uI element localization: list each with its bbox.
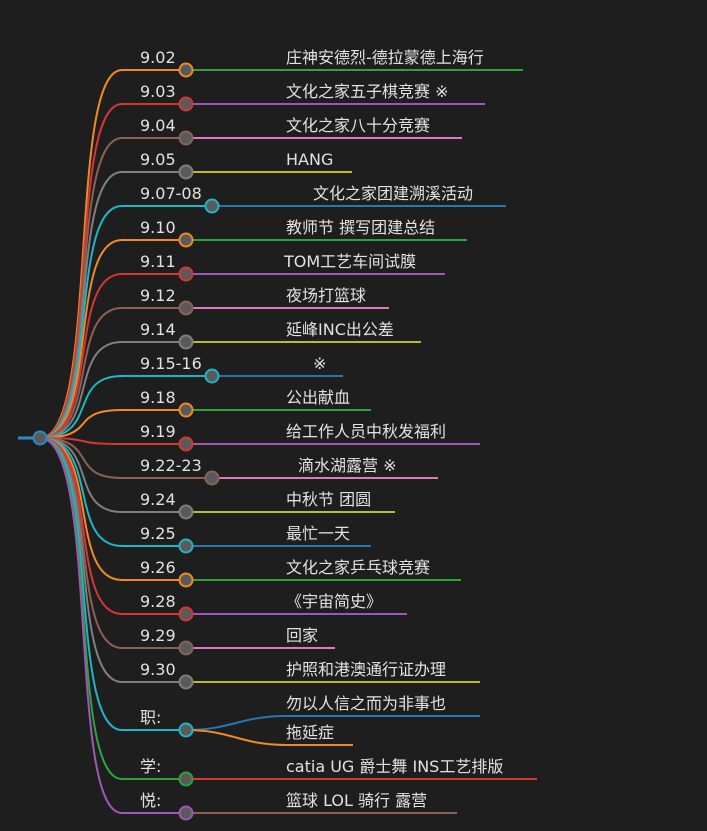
- branch-connector: [39, 437, 123, 814]
- branch-node[interactable]: [178, 572, 194, 588]
- branch-connector: [39, 437, 123, 547]
- branch-node[interactable]: [178, 722, 194, 738]
- child-topic-label[interactable]: 中秋节 团圆: [286, 490, 372, 509]
- branch-node[interactable]: [178, 674, 194, 690]
- branch-label[interactable]: 9.15-16: [140, 354, 202, 373]
- branch-node[interactable]: [178, 538, 194, 554]
- child-topic-label[interactable]: 教师节 撰写团建总结: [286, 218, 436, 237]
- branch-label[interactable]: 9.29: [140, 626, 176, 645]
- branch-node[interactable]: [178, 805, 194, 821]
- branch-connector: [39, 437, 123, 513]
- branch-node[interactable]: [178, 130, 194, 146]
- child-topic-label[interactable]: TOM工艺车间试膜: [284, 252, 417, 271]
- branch-node[interactable]: [178, 266, 194, 282]
- branch-label[interactable]: 9.18: [140, 388, 176, 407]
- child-topic-label[interactable]: 《宇宙简史》: [286, 592, 383, 611]
- branch-connector: [39, 273, 123, 439]
- branch-connector: [39, 205, 123, 439]
- branch-label[interactable]: 9.26: [140, 558, 176, 577]
- branch-label[interactable]: 9.12: [140, 286, 176, 305]
- branch-label[interactable]: 悦:: [140, 791, 162, 810]
- branch-label[interactable]: 9.04: [140, 116, 176, 135]
- branch-node[interactable]: [204, 198, 220, 214]
- child-topic-label[interactable]: 给工作人员中秋发福利: [286, 422, 447, 441]
- child-topic-label[interactable]: 最忙一天: [286, 524, 351, 543]
- child-topic-label[interactable]: 拖延症: [286, 723, 335, 742]
- branch-node[interactable]: [178, 300, 194, 316]
- branch-label[interactable]: 9.05: [140, 150, 176, 169]
- branch-node[interactable]: [178, 606, 194, 622]
- branch-label[interactable]: 9.28: [140, 592, 176, 611]
- branch-connector: [39, 437, 123, 445]
- child-topic-label[interactable]: catia UG 爵士舞 INS工艺排版: [286, 757, 504, 776]
- branch-label[interactable]: 学:: [140, 757, 162, 776]
- branch-label[interactable]: 9.02: [140, 48, 176, 67]
- branch-label[interactable]: 9.30: [140, 660, 176, 679]
- child-topic-label[interactable]: 勿以人信之而为非事也: [286, 694, 447, 713]
- child-topic-label[interactable]: 滴水湖露营 ※: [298, 456, 397, 475]
- child-topic-label[interactable]: ※: [313, 354, 327, 373]
- branch-node[interactable]: [204, 368, 220, 384]
- child-topic-label[interactable]: 回家: [286, 626, 319, 645]
- branch-label[interactable]: 职:: [140, 708, 162, 727]
- branch-label[interactable]: 9.14: [140, 320, 176, 339]
- child-topic-label[interactable]: 夜场打篮球: [286, 286, 367, 305]
- branch-node[interactable]: [204, 470, 220, 486]
- branch-node[interactable]: [178, 334, 194, 350]
- branch-node[interactable]: [178, 771, 194, 787]
- branch-label[interactable]: 9.11: [140, 252, 176, 271]
- branch-connector: [39, 437, 123, 731]
- branch-label[interactable]: 9.07-08: [140, 184, 202, 203]
- child-connector: [185, 715, 480, 731]
- branch-connector: [39, 239, 123, 439]
- branch-node[interactable]: [178, 504, 194, 520]
- branch-connector: [39, 437, 123, 581]
- branch-node[interactable]: [178, 62, 194, 78]
- child-topic-label[interactable]: HANG: [286, 150, 334, 169]
- child-topic-label[interactable]: 文化之家五子棋竞赛 ※: [286, 82, 449, 101]
- root-node[interactable]: [32, 430, 48, 446]
- child-topic-label[interactable]: 延峰INC出公差: [286, 320, 394, 339]
- child-topic-label[interactable]: 文化之家乒乓球竞赛: [286, 558, 431, 577]
- branch-node[interactable]: [178, 402, 194, 418]
- branch-label[interactable]: 9.19: [140, 422, 176, 441]
- branch-node[interactable]: [178, 164, 194, 180]
- branch-connector: [39, 307, 123, 439]
- branch-node[interactable]: [178, 640, 194, 656]
- child-topic-label[interactable]: 护照和港澳通行证办理: [286, 660, 447, 679]
- branch-connector: [39, 409, 123, 439]
- branch-node[interactable]: [178, 232, 194, 248]
- branch-connector: [39, 375, 123, 439]
- branch-label[interactable]: 9.10: [140, 218, 176, 237]
- branch-label[interactable]: 9.22-23: [140, 456, 202, 475]
- child-topic-label[interactable]: 庄神安德烈-德拉蒙德上海行: [286, 48, 484, 67]
- child-topic-label[interactable]: 篮球 LOL 骑行 露营: [286, 791, 428, 810]
- child-topic-label[interactable]: 公出献血: [286, 388, 351, 407]
- child-topic-label[interactable]: 文化之家八十分竞赛: [286, 116, 431, 135]
- branch-connector: [39, 171, 123, 439]
- branch-node[interactable]: [178, 436, 194, 452]
- branch-label[interactable]: 9.03: [140, 82, 176, 101]
- branch-node[interactable]: [178, 96, 194, 112]
- child-connector: [185, 729, 353, 746]
- branch-label[interactable]: 9.24: [140, 490, 176, 509]
- branch-connector: [39, 341, 123, 439]
- child-topic-label[interactable]: 文化之家团建溯溪活动: [313, 184, 474, 203]
- branch-connector: [39, 437, 123, 683]
- branch-label[interactable]: 9.25: [140, 524, 176, 543]
